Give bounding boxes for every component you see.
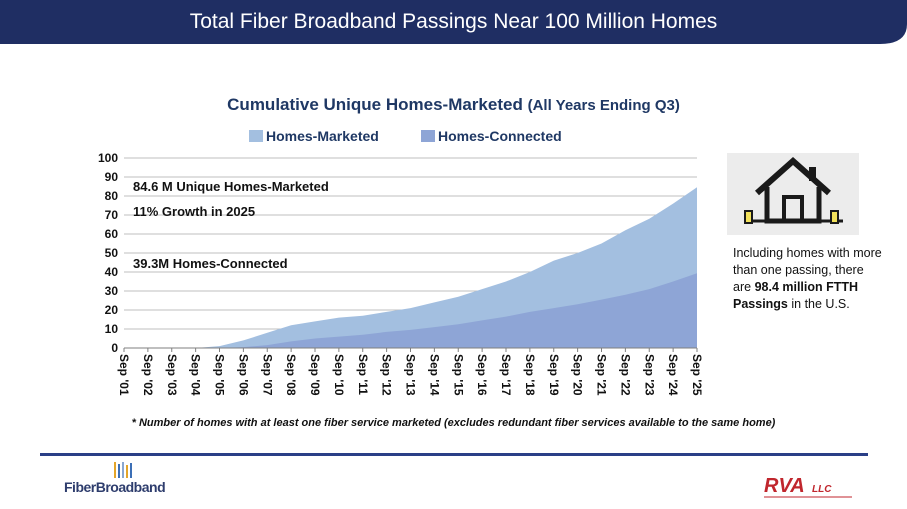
annotation-unique-marketed: 84.6 M Unique Homes-Marketed [133,179,329,194]
x-tick-label: Sep '16 [475,354,489,396]
side-note: Including homes with more than one passi… [733,245,883,313]
house-panel [727,153,859,235]
y-tick-label: 80 [105,189,119,203]
x-tick-label: Sep '25 [690,354,704,396]
chart-title-suffix: (All Years Ending Q3) [527,97,680,114]
y-tick-label: 20 [105,303,119,317]
x-tick-label: Sep '24 [666,354,680,396]
fiberbroadband-logo-text: FiberBroadband [64,479,165,495]
footnote: * Number of homes with at least one fibe… [131,417,776,429]
x-tick-label: Sep '09 [308,354,322,396]
x-tick-label: Sep '05 [213,354,227,396]
side-note-bold: 98.4 million FTTH Passings [733,280,859,311]
x-tick-label: Sep '02 [141,354,155,396]
x-tick-label: Sep '18 [523,354,537,396]
y-tick-label: 30 [105,284,119,298]
x-tick-label: Sep '22 [618,354,632,396]
y-tick-label: 10 [105,322,119,336]
legend-label-connected: Homes-Connected [438,128,562,144]
area-chart: 0 10 20 30 40 50 60 70 80 90 100 Sep '01 Sep '02 Sep… [98,151,704,396]
chart-title: Cumulative Unique Homes-Marketed (All Ye… [0,95,907,115]
legend-label-marketed: Homes-Marketed [266,128,379,144]
rva-logo: RVA LLC [762,470,862,504]
x-tick-label: Sep '06 [236,354,250,396]
x-tick-label: Sep '20 [571,354,585,396]
chart-legend: Homes-Marketed Homes-Connected [0,127,907,147]
x-tick-label: Sep '14 [427,354,441,396]
house-icon [744,156,843,224]
page-title: Total Fiber Broadband Passings Near 100 … [189,10,718,33]
x-tick-label: Sep '19 [547,354,561,396]
rva-logo-text: RVA [764,475,805,497]
header-banner [0,0,907,44]
y-tick-label: 70 [105,208,119,222]
x-tick-label: Sep '10 [332,354,346,396]
footer-divider [40,453,868,456]
y-tick-label: 90 [105,170,119,184]
x-tick-label: Sep '21 [595,354,609,396]
x-tick-label: Sep '11 [356,354,370,395]
y-tick-label: 50 [105,246,119,260]
x-tick-label: Sep '07 [260,354,274,396]
x-tick-label: Sep '13 [404,354,418,396]
y-tick-label: 40 [105,265,119,279]
y-tick-label: 0 [111,341,118,355]
fiberbroadband-logo: FiberBroadband [62,460,172,502]
legend-swatch-connected [421,130,435,142]
x-tick-label: Sep '17 [499,354,513,396]
y-tick-label: 100 [98,151,118,165]
x-tick-label: Sep '12 [380,354,394,396]
legend-swatch-marketed [249,130,263,142]
chart-title-main: Cumulative Unique Homes-Marketed [227,95,523,114]
area-homes-marketed [124,187,697,348]
side-note-text: Including homes with more than one passi… [733,246,882,294]
x-tick-label: Sep '04 [189,354,203,396]
annotation-growth: 11% Growth in 2025 [133,204,256,219]
annotation-connected: 39.3M Homes-Connected [133,256,288,271]
x-tick-label: Sep '01 [117,354,131,396]
x-tick-label: Sep '23 [642,354,656,396]
x-tick-label: Sep '15 [451,354,465,396]
y-tick-label: 60 [105,227,119,241]
x-tick-label: Sep '03 [165,354,179,396]
side-note-suffix: in the U.S. [791,297,850,311]
x-tick-label: Sep '08 [284,354,298,396]
rva-logo-llc: LLC [812,484,832,495]
area-homes-connected [124,273,697,348]
